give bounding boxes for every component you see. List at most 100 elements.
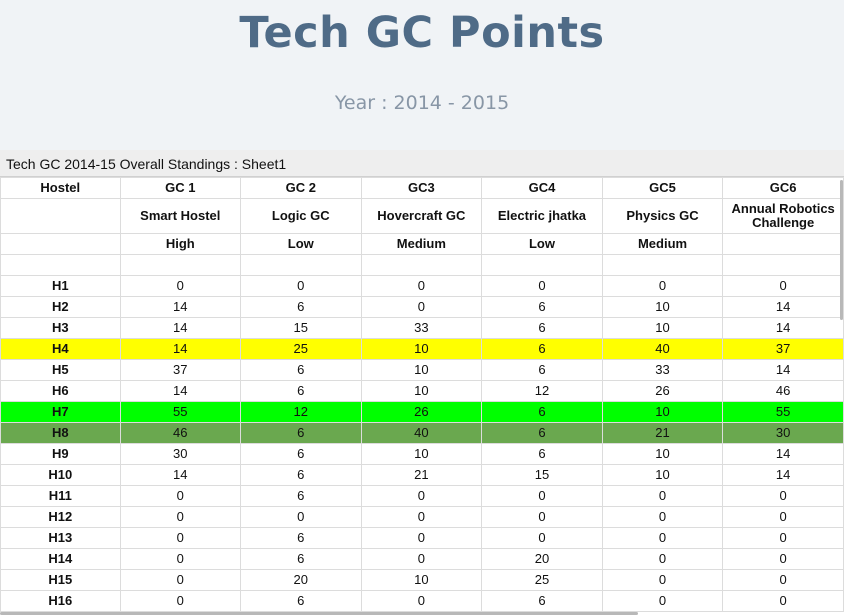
points-cell[interactable]: 0	[601, 527, 724, 549]
points-cell[interactable]: 0	[722, 275, 844, 297]
points-cell[interactable]: 0	[119, 485, 242, 507]
points-cell[interactable]: 0	[360, 275, 483, 297]
hostel-cell[interactable]: H5	[0, 359, 121, 381]
empty-cell[interactable]	[119, 254, 242, 276]
weight-cell[interactable]	[0, 233, 121, 255]
points-cell[interactable]: 14	[119, 380, 242, 402]
points-cell[interactable]: 25	[481, 569, 603, 591]
points-cell[interactable]: 0	[119, 590, 242, 612]
points-cell[interactable]: 6	[481, 296, 603, 318]
points-cell[interactable]: 0	[360, 548, 483, 570]
points-cell[interactable]: 37	[119, 359, 242, 381]
points-cell[interactable]: 40	[360, 422, 483, 444]
points-cell[interactable]: 46	[119, 422, 242, 444]
empty-cell[interactable]	[360, 254, 483, 276]
points-cell[interactable]: 55	[119, 401, 242, 423]
points-cell[interactable]: 0	[722, 569, 844, 591]
points-cell[interactable]: 6	[481, 590, 603, 612]
points-cell[interactable]: 40	[601, 338, 724, 360]
hostel-cell[interactable]: H15	[0, 569, 121, 591]
points-cell[interactable]: 0	[601, 548, 724, 570]
points-cell[interactable]: 37	[722, 338, 844, 360]
points-cell[interactable]: 6	[240, 296, 362, 318]
points-cell[interactable]: 10	[601, 317, 724, 339]
column-header[interactable]: GC4	[481, 177, 603, 199]
points-cell[interactable]: 6	[481, 317, 603, 339]
points-cell[interactable]: 25	[240, 338, 362, 360]
points-cell[interactable]: 14	[722, 443, 844, 465]
vertical-scrollbar[interactable]	[840, 180, 843, 320]
weight-cell[interactable]: Medium	[601, 233, 724, 255]
points-cell[interactable]: 6	[240, 422, 362, 444]
points-cell[interactable]: 0	[601, 275, 724, 297]
points-cell[interactable]: 10	[360, 338, 483, 360]
points-cell[interactable]: 14	[722, 296, 844, 318]
points-cell[interactable]: 10	[601, 401, 724, 423]
hostel-cell[interactable]: H8	[0, 422, 121, 444]
points-cell[interactable]: 15	[240, 317, 362, 339]
points-cell[interactable]: 0	[601, 485, 724, 507]
points-cell[interactable]: 30	[119, 443, 242, 465]
points-cell[interactable]: 10	[601, 296, 724, 318]
horizontal-scrollbar[interactable]	[0, 612, 638, 615]
gc-name-cell[interactable]: Hovercraft GC	[360, 198, 483, 234]
points-cell[interactable]: 0	[481, 506, 603, 528]
points-cell[interactable]: 0	[119, 506, 242, 528]
column-header[interactable]: GC6	[722, 177, 844, 199]
points-cell[interactable]: 55	[722, 401, 844, 423]
points-cell[interactable]: 33	[601, 359, 724, 381]
points-cell[interactable]: 20	[481, 548, 603, 570]
points-cell[interactable]: 0	[722, 548, 844, 570]
points-cell[interactable]: 14	[119, 338, 242, 360]
points-cell[interactable]: 6	[240, 590, 362, 612]
hostel-cell[interactable]: H14	[0, 548, 121, 570]
points-cell[interactable]: 6	[240, 464, 362, 486]
hostel-cell[interactable]: H4	[0, 338, 121, 360]
points-cell[interactable]: 6	[481, 443, 603, 465]
points-cell[interactable]: 0	[360, 506, 483, 528]
points-cell[interactable]: 0	[601, 506, 724, 528]
points-cell[interactable]: 21	[601, 422, 724, 444]
points-cell[interactable]: 0	[119, 548, 242, 570]
empty-cell[interactable]	[601, 254, 724, 276]
hostel-cell[interactable]: H11	[0, 485, 121, 507]
points-cell[interactable]: 0	[601, 569, 724, 591]
column-header[interactable]: Hostel	[0, 177, 121, 199]
points-cell[interactable]: 10	[601, 464, 724, 486]
points-cell[interactable]: 10	[601, 443, 724, 465]
column-header[interactable]: GC3	[360, 177, 483, 199]
empty-cell[interactable]	[0, 254, 121, 276]
hostel-cell[interactable]: H10	[0, 464, 121, 486]
hostel-cell[interactable]: H3	[0, 317, 121, 339]
hostel-cell[interactable]: H6	[0, 380, 121, 402]
hostel-cell[interactable]: H13	[0, 527, 121, 549]
gc-name-cell[interactable]: Electric jhatka	[481, 198, 603, 234]
weight-cell[interactable]: Low	[481, 233, 603, 255]
points-cell[interactable]: 0	[119, 569, 242, 591]
weight-cell[interactable]: Low	[240, 233, 362, 255]
hostel-cell[interactable]: H16	[0, 590, 121, 612]
points-cell[interactable]: 14	[119, 296, 242, 318]
points-cell[interactable]: 0	[119, 275, 242, 297]
points-cell[interactable]: 33	[360, 317, 483, 339]
hostel-cell[interactable]: H1	[0, 275, 121, 297]
weight-cell[interactable]	[722, 233, 844, 255]
points-cell[interactable]: 0	[360, 296, 483, 318]
points-cell[interactable]: 0	[360, 527, 483, 549]
points-cell[interactable]: 15	[481, 464, 603, 486]
points-cell[interactable]: 20	[240, 569, 362, 591]
points-cell[interactable]: 0	[360, 485, 483, 507]
points-cell[interactable]: 6	[240, 359, 362, 381]
hostel-cell[interactable]: H7	[0, 401, 121, 423]
points-cell[interactable]: 6	[481, 401, 603, 423]
points-cell[interactable]: 0	[481, 527, 603, 549]
points-cell[interactable]: 0	[722, 506, 844, 528]
points-cell[interactable]: 6	[481, 422, 603, 444]
points-cell[interactable]: 26	[360, 401, 483, 423]
weight-cell[interactable]: High	[119, 233, 242, 255]
points-cell[interactable]: 0	[601, 590, 724, 612]
gc-name-cell[interactable]: Smart Hostel	[119, 198, 242, 234]
points-cell[interactable]: 26	[601, 380, 724, 402]
points-cell[interactable]: 10	[360, 443, 483, 465]
spreadsheet-grid[interactable]: Hostel GC 1 GC 2 GC3 GC4 GC5 GC6 Smart H…	[0, 177, 844, 616]
